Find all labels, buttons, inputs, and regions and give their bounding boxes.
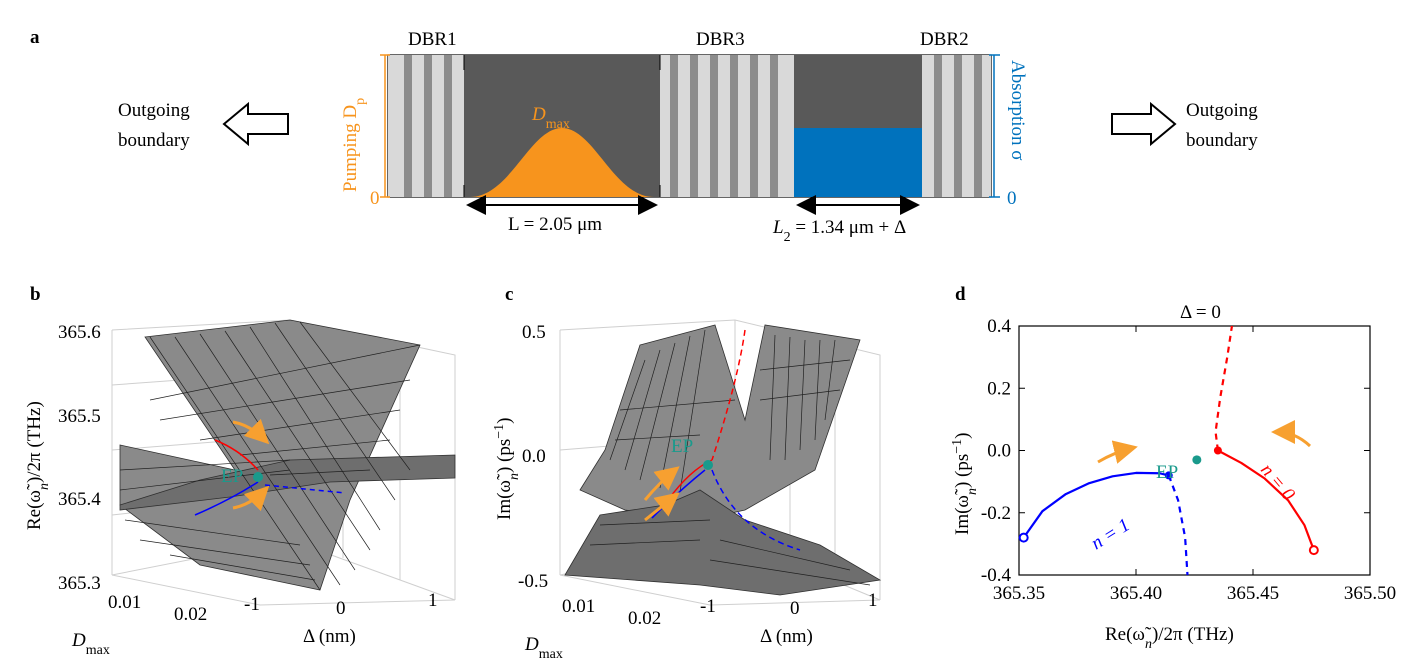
panel-b-surface — [119, 319, 456, 591]
left-outgoing-label-1: Outgoing — [118, 100, 190, 121]
n0-dashed-curve — [1214, 325, 1234, 451]
panel-c-surface — [564, 324, 882, 596]
ep-label-c: EP — [671, 436, 693, 457]
panel-b-xtick-2: 0 — [336, 598, 346, 619]
n1-dashed-curve — [1167, 475, 1189, 576]
panel-d-xtick-label: 365.45 — [1227, 583, 1279, 604]
panel-b-z-ticks: 365.6 365.5 365.4 365.3 — [58, 322, 101, 594]
dbr1-label: DBR1 — [408, 29, 457, 50]
pump-axis-label: Pumping Dp — [340, 98, 368, 192]
panel-d-xtick-label: 365.50 — [1344, 583, 1396, 604]
absorption-profile — [794, 128, 922, 197]
panel-b-xtick-3: 1 — [428, 590, 438, 611]
panel-d-n1-label: n = 1 — [1088, 515, 1134, 555]
svg-text:0.0: 0.0 — [522, 446, 546, 467]
ep-label-b: EP — [221, 466, 243, 487]
panel-b-dtick-1: 0.01 — [108, 592, 141, 613]
svg-text:365.4: 365.4 — [58, 489, 101, 510]
panel-c-dtick-1: 0.01 — [562, 596, 595, 617]
panel-d-arrow-n0 — [1271, 420, 1312, 448]
svg-text:365.3: 365.3 — [58, 573, 101, 594]
panel-label-c: c — [505, 284, 513, 305]
length-l2-label: L2 = 1.34 μm + Δ — [772, 217, 906, 245]
panel-d-ytick-label: -0.2 — [981, 503, 1011, 524]
panel-d-ytick-label: 0.0 — [987, 441, 1011, 462]
panel-d-title: Δ = 0 — [1180, 302, 1221, 323]
n1-solid-curve — [1022, 471, 1170, 539]
dbr2-mirror — [922, 55, 991, 197]
panel-d-ticks: 365.35 365.40 365.45 365.50 0.4 0.2 0.0 -0.2 -0.… — [981, 316, 1396, 604]
panel-d-n0-label: n = 0 — [1256, 460, 1299, 506]
panel-d-ytick-label: 0.4 — [987, 316, 1011, 337]
pump-profile — [470, 128, 654, 197]
right-outgoing-arrow — [1111, 101, 1177, 147]
panel-d-arrow-n1 — [1097, 440, 1138, 464]
panel-d-xtick-label: 365.35 — [993, 583, 1045, 604]
n0-solid-curve — [1217, 449, 1315, 551]
panel-c-x-label: Δ (nm) — [760, 626, 813, 647]
panel-b-z-label: Re(ω̃n)/2π (THz) — [24, 401, 52, 530]
panel-b-xtick-1: -1 — [244, 594, 260, 615]
left-outgoing-label-2: boundary — [118, 130, 190, 151]
right-outgoing-label-1: Outgoing — [1186, 100, 1258, 121]
n0-start-marker — [1308, 545, 1319, 556]
panel-c-dtick-2: 0.02 — [628, 608, 661, 629]
n0-end-marker — [1213, 446, 1222, 455]
panel-c-d-label: Dmax — [524, 634, 563, 662]
ep-marker — [1192, 455, 1202, 465]
panel-d-x-label: Re(ω̃n)/2π (THz) — [1105, 624, 1234, 652]
left-outgoing-arrow — [222, 101, 289, 147]
panel-label-a: a — [30, 27, 40, 48]
panel-b-d-label: Dmax — [71, 630, 110, 658]
dbr3-mirror — [660, 55, 794, 197]
panel-d-y-label: Im(ω̃n) (ps−1) — [950, 433, 980, 536]
dbr2-label: DBR2 — [920, 29, 969, 50]
pump-peak-label: Dmax — [531, 104, 570, 132]
panel-d-curves — [1018, 325, 1319, 576]
svg-text:-0.5: -0.5 — [518, 571, 548, 592]
dbr1-mirror — [388, 55, 464, 197]
panel-c-z-label: Im(ω̃n) (ps−1) — [492, 418, 522, 521]
panel-label-d: d — [955, 284, 966, 305]
absorption-axis-label: Absorption σ — [1007, 60, 1028, 161]
panel-b-dtick-2: 0.02 — [174, 604, 207, 625]
panel-b-x-label: Δ (nm) — [303, 626, 356, 647]
panel-c-z-ticks: 0.5 0.0 -0.5 — [518, 322, 548, 592]
panel-d-ytick-label: 0.2 — [987, 378, 1011, 399]
dbr3-label: DBR3 — [696, 29, 745, 50]
dbr-structure — [387, 54, 992, 198]
panel-c-xtick-3: 1 — [868, 590, 878, 611]
panel-c-xtick-2: 0 — [790, 598, 800, 619]
ep-label-d: EP — [1156, 462, 1178, 483]
n1-start-marker — [1018, 532, 1029, 543]
panel-label-b: b — [30, 284, 41, 305]
svg-text:0.5: 0.5 — [522, 322, 546, 343]
n1-end-marker — [1164, 471, 1173, 480]
panel-d-xtick-label: 365.40 — [1110, 583, 1162, 604]
right-outgoing-label-2: boundary — [1186, 130, 1258, 151]
panel-d-plot-area — [1018, 325, 1371, 576]
svg-text:365.5: 365.5 — [58, 406, 101, 427]
absorption-zero: 0 — [1007, 188, 1017, 209]
svg-text:365.6: 365.6 — [58, 322, 101, 343]
panel-c-xtick-1: -1 — [700, 596, 716, 617]
pump-zero: 0 — [370, 188, 380, 209]
panel-d-ytick-label: -0.4 — [981, 565, 1012, 586]
length-l-label: L = 2.05 μm — [508, 214, 602, 235]
